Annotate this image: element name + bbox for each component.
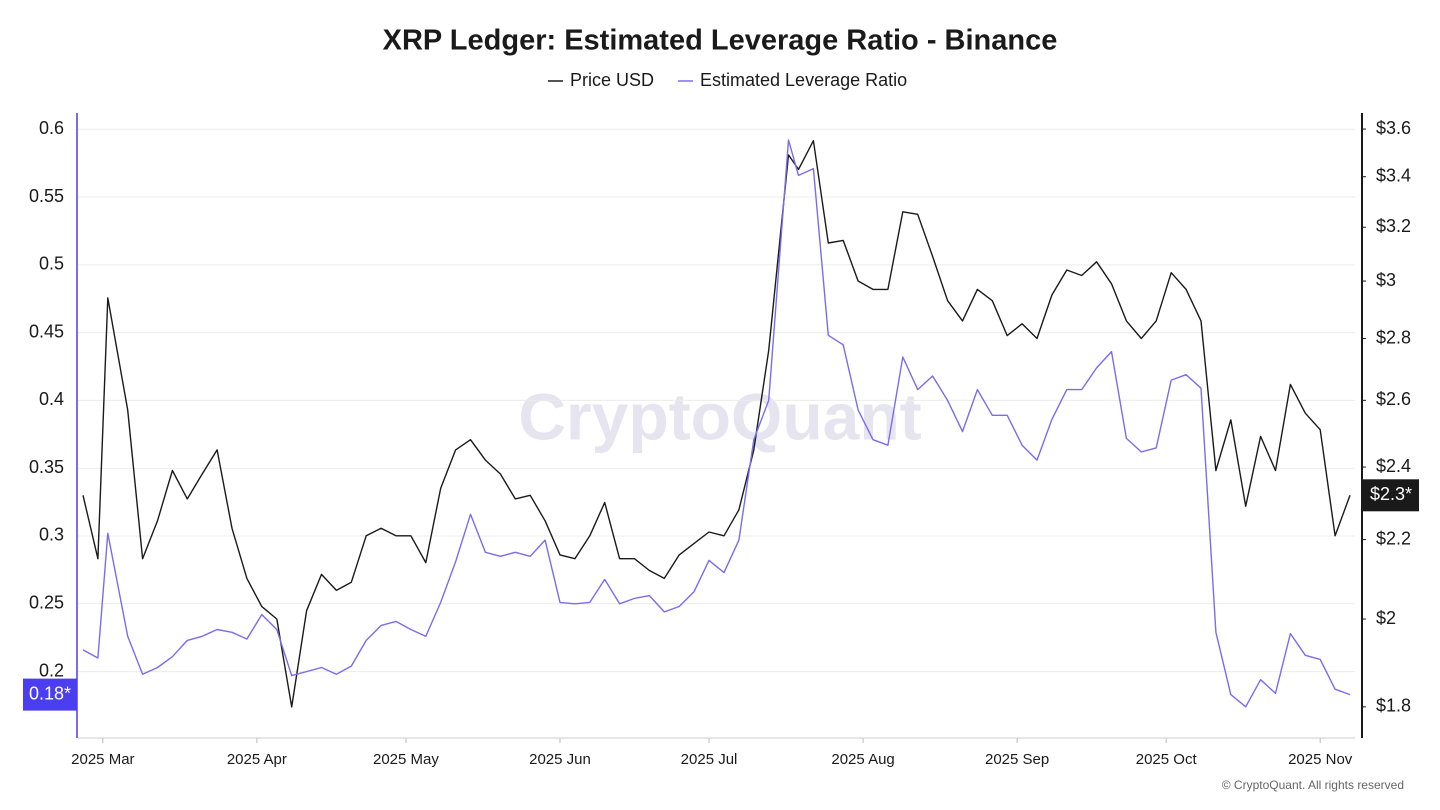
x-tick-label: 2025 Oct xyxy=(1136,751,1198,768)
y2-tick-label: $1.8 xyxy=(1376,696,1411,716)
end-label: $2.3* xyxy=(1370,484,1412,504)
y-tick-label: 0.25 xyxy=(29,593,64,613)
y2-tick-label: $2.8 xyxy=(1376,327,1411,347)
y2-tick-label: $2 xyxy=(1376,608,1396,628)
x-tick-label: 2025 Jul xyxy=(681,751,738,768)
series-line xyxy=(82,139,1351,708)
x-tick-label: 2025 May xyxy=(373,751,439,768)
y2-tick-label: $3.6 xyxy=(1376,118,1411,138)
chart-title: XRP Ledger: Estimated Leverage Ratio - B… xyxy=(383,25,1058,57)
y-tick-label: 0.3 xyxy=(39,525,64,545)
y-tick-label: 0.5 xyxy=(39,254,64,274)
x-tick-label: 2025 Aug xyxy=(831,751,894,768)
y2-tick-label: $2.6 xyxy=(1376,389,1411,409)
y2-tick-label: $2.2 xyxy=(1376,528,1411,548)
x-tick-label: 2025 Sep xyxy=(985,751,1049,768)
series-line xyxy=(82,140,1351,708)
end-label: 0.18* xyxy=(29,683,71,703)
x-tick-label: 2025 Mar xyxy=(71,751,134,768)
footer: © CryptoQuant. All rights reserved xyxy=(1222,778,1404,792)
legend-label: Estimated Leverage Ratio xyxy=(700,70,907,90)
y2-tick-label: $3 xyxy=(1376,270,1396,290)
end-label-box xyxy=(1363,479,1419,512)
x-tick-label: 2025 Jun xyxy=(529,751,591,768)
y-tick-label: 0.6 xyxy=(39,118,64,138)
y-tick-label: 0.55 xyxy=(29,186,64,206)
y2-tick-label: $3.2 xyxy=(1376,216,1411,236)
y-tick-label: 0.2 xyxy=(39,660,64,680)
end-label-box xyxy=(23,678,77,711)
legend-label: Price USD xyxy=(570,70,654,90)
y-tick-label: 0.45 xyxy=(29,321,64,341)
y2-tick-label: $2.4 xyxy=(1376,456,1411,476)
y-tick-label: 0.35 xyxy=(29,457,64,477)
y-tick-label: 0.4 xyxy=(39,389,64,409)
y2-tick-label: $3.4 xyxy=(1376,165,1411,185)
x-tick-label: 2025 Apr xyxy=(227,751,287,768)
x-tick-label: 2025 Nov xyxy=(1288,751,1353,768)
